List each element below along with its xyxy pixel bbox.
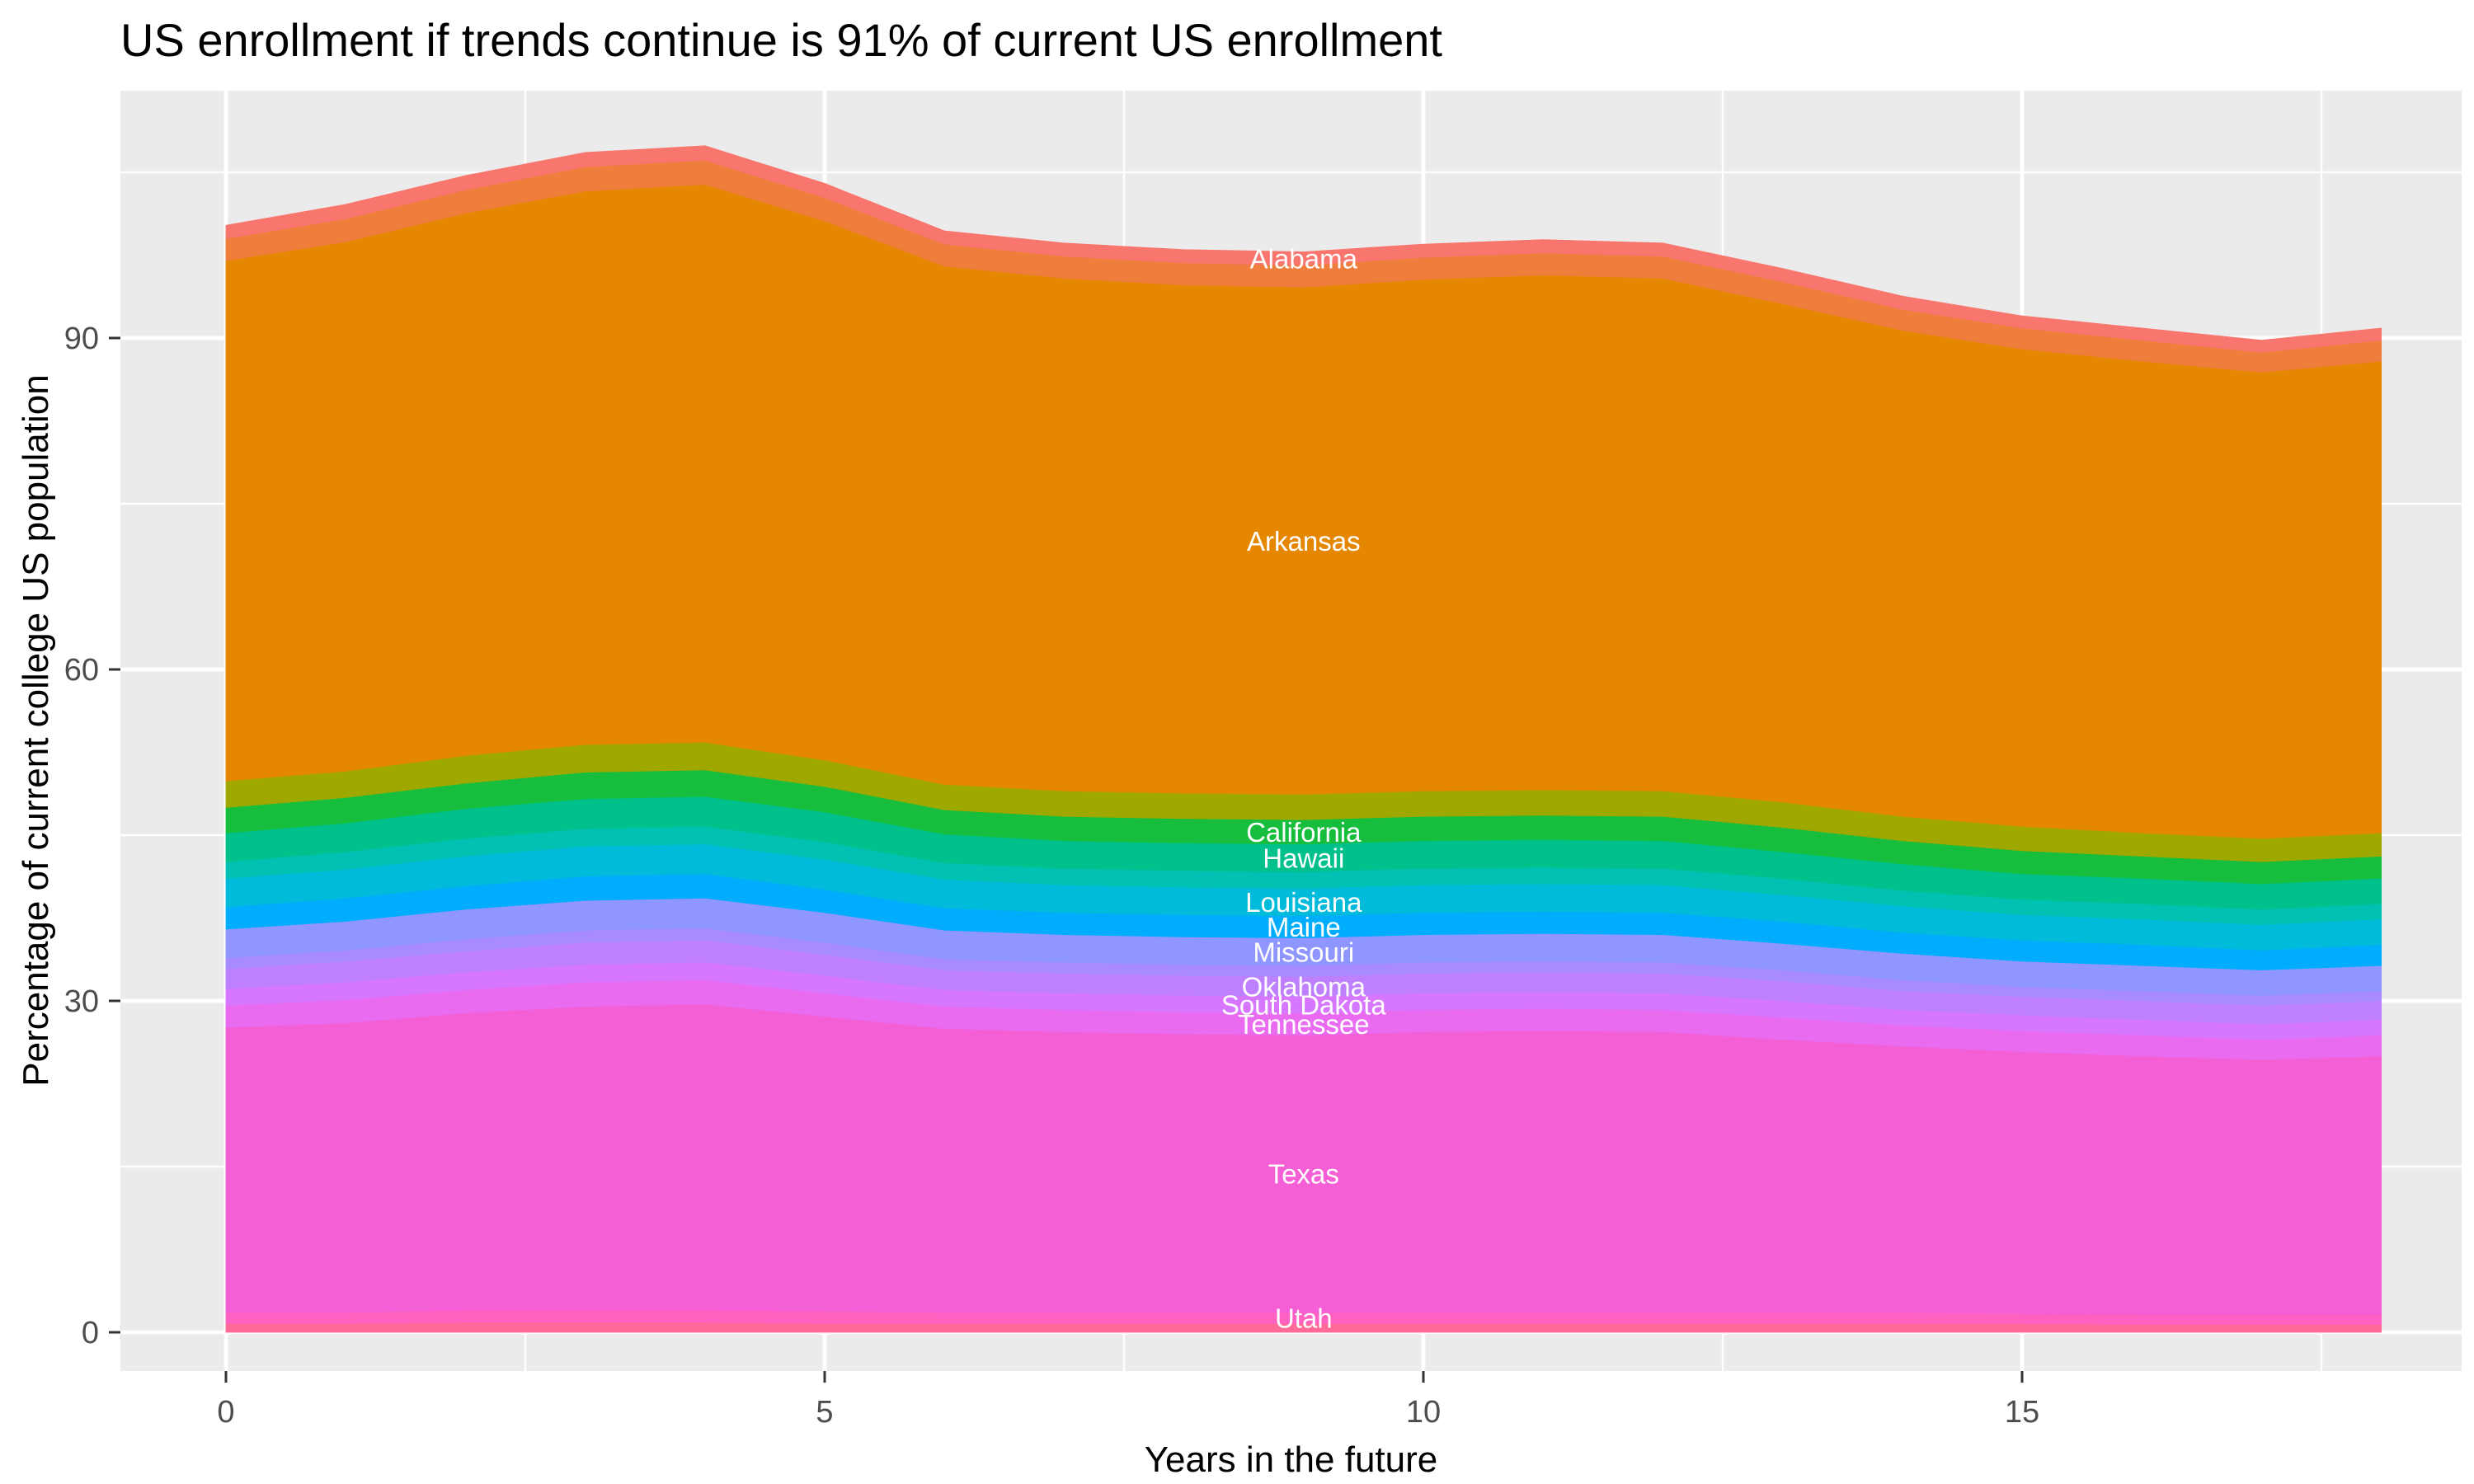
y-tick-label: 0 <box>82 1316 99 1350</box>
area-label-california: California <box>1246 817 1362 848</box>
area-label-hawaii: Hawaii <box>1263 843 1344 873</box>
y-tick-label: 30 <box>64 984 99 1019</box>
y-tick-label: 90 <box>64 322 99 356</box>
area-label-utah: Utah <box>1275 1303 1333 1334</box>
area-label-arkansas: Arkansas <box>1247 526 1361 556</box>
y-axis-title: Percentage of current college US populat… <box>16 374 56 1087</box>
x-tick-label: 5 <box>816 1395 833 1430</box>
chart-title: US enrollment if trends continue is 91% … <box>120 14 1442 66</box>
area-label-missouri: Missouri <box>1253 937 1354 967</box>
area-label-south-dakota: South Dakota <box>1221 990 1387 1021</box>
area-label-oklahoma: Oklahoma <box>1242 972 1366 1003</box>
area-label-maine: Maine <box>1267 912 1341 942</box>
y-tick-label: 60 <box>64 653 99 688</box>
area-label-tennessee: Tennessee <box>1238 1009 1370 1040</box>
x-tick-label: 10 <box>1406 1395 1441 1430</box>
area-alabama <box>225 145 2382 353</box>
area-label-alabama: Alabama <box>1250 244 1358 275</box>
x-tick-label: 0 <box>217 1395 234 1430</box>
x-axis-title: Years in the future <box>1144 1439 1438 1480</box>
x-tick-label: 15 <box>2005 1395 2039 1430</box>
area-label-louisiana: Louisiana <box>1245 887 1362 918</box>
area-label-texas: Texas <box>1268 1159 1339 1190</box>
